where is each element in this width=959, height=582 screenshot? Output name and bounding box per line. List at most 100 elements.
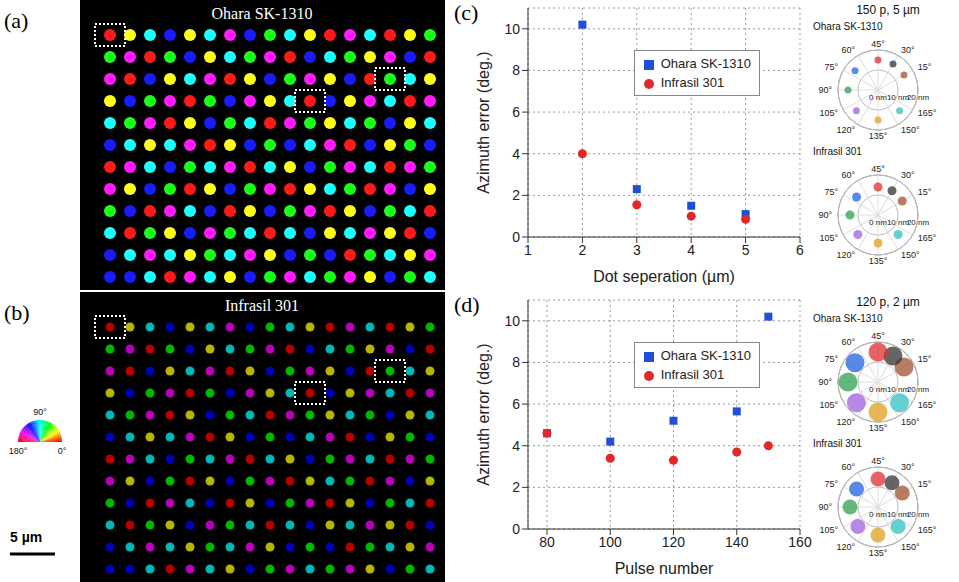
svg-text:8: 8 — [512, 62, 520, 78]
svg-text:105°: 105° — [820, 400, 839, 410]
svg-text:0 nm: 0 nm — [869, 385, 887, 394]
svg-text:20 nm: 20 nm — [907, 218, 930, 227]
svg-text:90°: 90° — [818, 502, 832, 512]
svg-text:1: 1 — [524, 242, 532, 258]
svg-text:15°: 15° — [918, 354, 932, 364]
svg-text:20 nm: 20 nm — [907, 93, 930, 102]
svg-text:10: 10 — [504, 21, 520, 37]
svg-text:135°: 135° — [869, 548, 888, 558]
svg-text:2: 2 — [512, 479, 520, 495]
svg-text:45°: 45° — [871, 331, 885, 341]
html-text:Infrasil 301: Infrasil 301 — [660, 367, 725, 382]
svg-text:Azimuth error (deg.): Azimuth error (deg.) — [475, 343, 492, 485]
svg-text:Infrasil 301: Infrasil 301 — [813, 146, 862, 157]
svg-text:135°: 135° — [869, 131, 888, 141]
svg-text:10: 10 — [504, 313, 520, 329]
svg-text:165°: 165° — [918, 233, 937, 243]
html-text:Ohara SK-1310: Ohara SK-1310 — [660, 348, 751, 363]
svg-text:6: 6 — [512, 396, 520, 412]
svg-text:Pulse number: Pulse number — [615, 560, 714, 577]
svg-text:(b): (b) — [4, 300, 30, 325]
svg-text:120°: 120° — [836, 542, 855, 552]
svg-text:160: 160 — [788, 534, 812, 550]
svg-text:180°: 180° — [9, 446, 28, 456]
svg-text:140: 140 — [725, 534, 749, 550]
svg-text:20 nm: 20 nm — [907, 510, 930, 519]
svg-text:120°: 120° — [836, 250, 855, 260]
svg-text:75°: 75° — [825, 479, 839, 489]
svg-text:80: 80 — [539, 534, 555, 550]
svg-text:150°: 150° — [901, 542, 920, 552]
svg-text:150°: 150° — [901, 125, 920, 135]
svg-text:150 p, 5 µm: 150 p, 5 µm — [856, 3, 920, 17]
svg-text:60°: 60° — [841, 462, 855, 472]
svg-text:120: 120 — [662, 534, 686, 550]
svg-text:45°: 45° — [871, 164, 885, 174]
svg-text:15°: 15° — [918, 62, 932, 72]
svg-text:75°: 75° — [825, 62, 839, 72]
svg-text:30°: 30° — [901, 170, 915, 180]
svg-text:Dot seperation (µm): Dot seperation (µm) — [593, 268, 735, 285]
svg-text:150°: 150° — [901, 417, 920, 427]
svg-text:2: 2 — [512, 187, 520, 203]
svg-text:165°: 165° — [918, 525, 937, 535]
svg-text:165°: 165° — [918, 400, 937, 410]
svg-text:0: 0 — [512, 229, 520, 245]
svg-text:0: 0 — [512, 521, 520, 537]
svg-text:5: 5 — [742, 242, 750, 258]
html-text:(d): (d) — [454, 292, 480, 317]
svg-text:45°: 45° — [871, 39, 885, 49]
svg-text:105°: 105° — [820, 108, 839, 118]
svg-text:45°: 45° — [871, 456, 885, 466]
svg-text:4: 4 — [512, 438, 520, 454]
svg-text:75°: 75° — [825, 187, 839, 197]
svg-text:30°: 30° — [901, 45, 915, 55]
svg-text:Ohara SK-1310: Ohara SK-1310 — [212, 5, 313, 22]
svg-text:90°: 90° — [818, 210, 832, 220]
svg-text:(a): (a) — [4, 8, 28, 33]
svg-text:Infrasil 301: Infrasil 301 — [225, 297, 299, 314]
svg-text:Azimuth error (deg.): Azimuth error (deg.) — [475, 51, 492, 193]
svg-text:105°: 105° — [820, 233, 839, 243]
svg-text:150°: 150° — [901, 250, 920, 260]
svg-text:120 p, 2 µm: 120 p, 2 µm — [856, 295, 920, 309]
svg-text:0°: 0° — [58, 446, 67, 456]
svg-text:5 µm: 5 µm — [10, 529, 42, 545]
svg-text:75°: 75° — [825, 354, 839, 364]
html-text:(c): (c) — [454, 0, 479, 25]
svg-text:8: 8 — [512, 354, 520, 370]
svg-text:90°: 90° — [818, 377, 832, 387]
svg-text:120°: 120° — [836, 125, 855, 135]
svg-text:Ohara SK-1310: Ohara SK-1310 — [813, 313, 883, 324]
svg-text:Ohara SK-1310: Ohara SK-1310 — [813, 21, 883, 32]
svg-text:90°: 90° — [33, 407, 47, 417]
svg-text:20 nm: 20 nm — [907, 385, 930, 394]
svg-text:105°: 105° — [820, 525, 839, 535]
svg-text:4: 4 — [687, 242, 695, 258]
svg-text:15°: 15° — [918, 187, 932, 197]
svg-text:60°: 60° — [841, 337, 855, 347]
svg-text:6: 6 — [512, 104, 520, 120]
svg-text:90°: 90° — [818, 85, 832, 95]
svg-text:6: 6 — [796, 242, 804, 258]
svg-text:30°: 30° — [901, 462, 915, 472]
svg-text:0 nm: 0 nm — [869, 218, 887, 227]
svg-text:165°: 165° — [918, 108, 937, 118]
svg-text:0 nm: 0 nm — [869, 510, 887, 519]
svg-text:4: 4 — [512, 146, 520, 162]
svg-text:2: 2 — [579, 242, 587, 258]
svg-text:60°: 60° — [841, 45, 855, 55]
svg-text:3: 3 — [633, 242, 641, 258]
svg-text:Infrasil 301: Infrasil 301 — [813, 438, 862, 449]
svg-text:30°: 30° — [901, 337, 915, 347]
svg-text:120°: 120° — [836, 417, 855, 427]
html-text:Ohara SK-1310: Ohara SK-1310 — [660, 56, 751, 71]
svg-text:0 nm: 0 nm — [869, 93, 887, 102]
svg-text:60°: 60° — [841, 170, 855, 180]
svg-text:15°: 15° — [918, 479, 932, 489]
html-text:Infrasil 301: Infrasil 301 — [660, 75, 725, 90]
svg-text:135°: 135° — [869, 423, 888, 433]
svg-text:135°: 135° — [869, 256, 888, 266]
svg-text:10 nm: 10 nm — [886, 93, 910, 102]
svg-text:100: 100 — [599, 534, 623, 550]
